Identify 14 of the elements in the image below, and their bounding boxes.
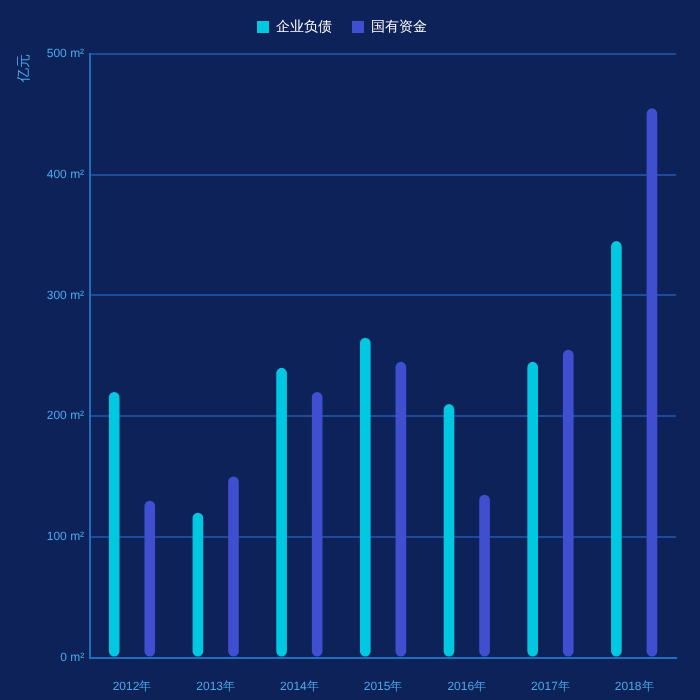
bar xyxy=(562,349,574,657)
bar xyxy=(443,404,455,657)
bar xyxy=(395,361,407,657)
bar xyxy=(527,361,539,657)
bar xyxy=(359,337,371,657)
bar xyxy=(611,241,622,657)
bar xyxy=(228,476,239,657)
bar xyxy=(646,108,658,657)
bar xyxy=(479,494,490,657)
bar xyxy=(311,392,323,657)
bar xyxy=(144,500,156,657)
bar xyxy=(276,367,287,657)
bar xyxy=(108,392,120,657)
bar xyxy=(192,512,204,657)
